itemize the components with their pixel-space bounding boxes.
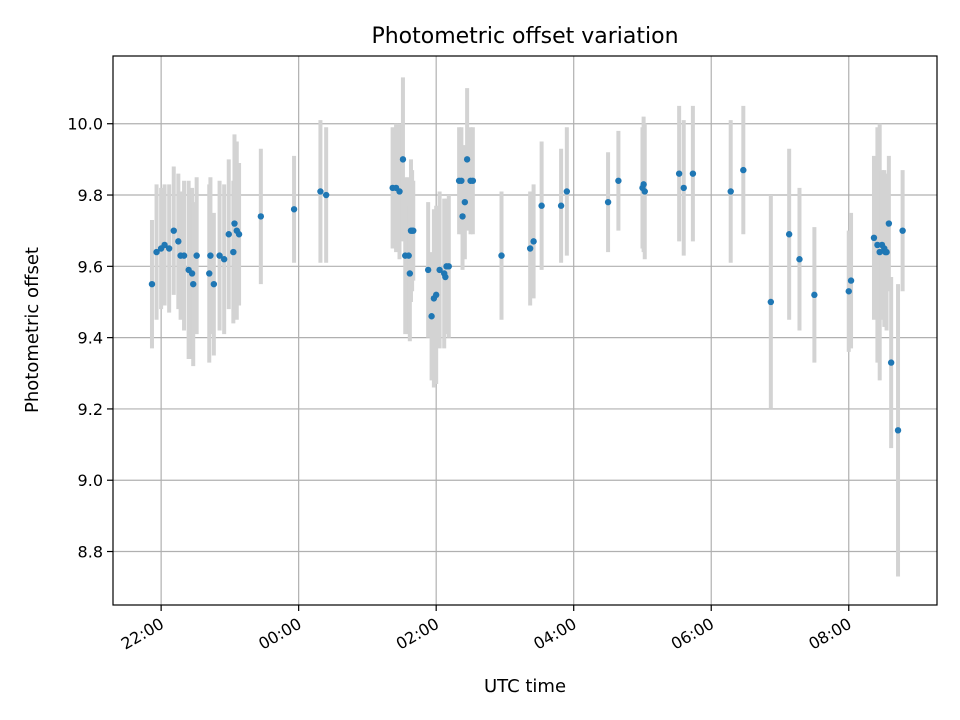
data-point (680, 184, 687, 192)
x-tick-label: 04:00 (530, 614, 579, 654)
y-axis-label: Photometric offset (22, 247, 43, 413)
data-point (459, 213, 466, 220)
data-point (424, 266, 432, 274)
x-tick-label: 06:00 (668, 614, 717, 654)
data-point (899, 227, 906, 234)
data-point (428, 313, 435, 320)
data-point (165, 245, 173, 252)
y-axis-ticks: 8.8 9.0 9.2 9.4 9.6 9.8 10.0 (67, 115, 113, 562)
data-point (463, 156, 471, 163)
data-point (193, 252, 200, 259)
data-point (727, 188, 734, 195)
x-tick-label: 02:00 (393, 614, 442, 654)
data-point (796, 256, 803, 263)
data-point (231, 220, 238, 227)
data-point (190, 280, 197, 288)
error-bars (149, 77, 905, 577)
data-point (445, 263, 452, 270)
data-point (767, 298, 775, 306)
data-point (563, 188, 571, 195)
y-tick-label: 9.2 (78, 400, 103, 419)
data-point (469, 177, 477, 184)
data-point (436, 266, 443, 274)
y-tick-label: 9.8 (78, 186, 103, 205)
data-point (640, 181, 647, 188)
data-point (290, 206, 298, 213)
data-point (180, 252, 188, 259)
data-point (396, 188, 403, 195)
data-point (641, 188, 648, 195)
x-tick-label: 00:00 (255, 614, 304, 654)
data-point (161, 241, 168, 249)
data-point (689, 170, 697, 177)
data-point (317, 188, 324, 195)
data-point (876, 248, 883, 256)
data-point (405, 252, 412, 259)
data-points (148, 156, 906, 434)
data-point (870, 234, 878, 242)
data-point (604, 198, 612, 206)
data-point (740, 166, 747, 174)
data-point (538, 202, 545, 209)
data-point (498, 252, 505, 259)
data-point (874, 241, 881, 249)
data-point (170, 227, 177, 234)
data-point (883, 248, 890, 256)
data-point (530, 238, 537, 245)
chart-title: Photometric offset variation (371, 24, 678, 49)
data-point (210, 280, 218, 288)
data-point (207, 252, 214, 259)
data-point (216, 252, 223, 259)
x-tick-label: 22:00 (118, 614, 167, 654)
plot-frame (112, 55, 938, 606)
y-tick-label: 9.6 (78, 257, 103, 276)
data-point (894, 427, 902, 434)
data-point (410, 227, 417, 234)
x-tick-label: 08:00 (805, 614, 854, 654)
data-point (847, 277, 855, 284)
data-point (615, 177, 622, 184)
data-point (461, 198, 469, 206)
data-point (206, 270, 213, 277)
x-axis-label: UTC time (484, 676, 566, 697)
data-point (406, 270, 414, 277)
y-tick-label: 9.0 (78, 471, 103, 490)
data-point (175, 238, 182, 245)
y-tick-label: 10.0 (67, 115, 103, 134)
data-point (322, 191, 330, 199)
data-point (811, 291, 818, 299)
data-point (257, 213, 265, 220)
data-point (220, 256, 228, 263)
data-point (885, 220, 893, 227)
data-point (432, 291, 440, 299)
data-point (188, 270, 196, 277)
data-point (458, 177, 465, 184)
x-axis-ticks: 22:00 00:00 02:00 04:00 06:00 08:00 (118, 605, 855, 654)
data-point (845, 288, 852, 295)
y-tick-label: 8.8 (78, 543, 103, 562)
data-point (153, 248, 160, 256)
data-point (148, 280, 156, 288)
data-point (225, 231, 232, 238)
data-point (675, 170, 683, 177)
data-point (887, 359, 895, 366)
data-point (230, 248, 237, 256)
data-point (526, 245, 534, 252)
data-point (785, 231, 793, 238)
data-point (442, 273, 449, 281)
y-tick-label: 9.4 (78, 329, 103, 348)
data-point (557, 202, 565, 209)
data-point (235, 231, 243, 238)
data-point (399, 156, 407, 163)
